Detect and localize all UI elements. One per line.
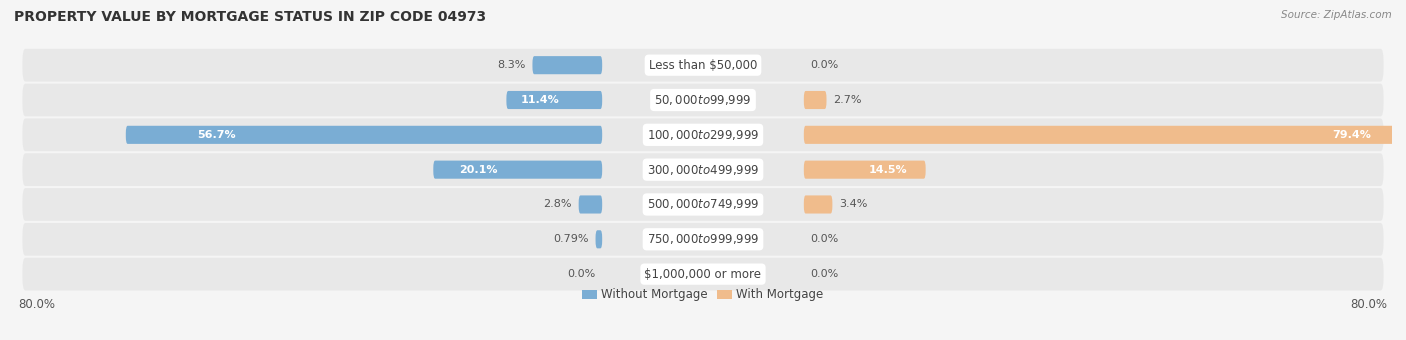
FancyBboxPatch shape bbox=[433, 160, 602, 179]
Text: 8.3%: 8.3% bbox=[498, 60, 526, 70]
FancyBboxPatch shape bbox=[22, 153, 1384, 186]
FancyBboxPatch shape bbox=[804, 195, 832, 214]
Text: $50,000 to $99,999: $50,000 to $99,999 bbox=[654, 93, 752, 107]
FancyBboxPatch shape bbox=[22, 188, 1384, 221]
FancyBboxPatch shape bbox=[596, 230, 602, 248]
FancyBboxPatch shape bbox=[579, 195, 602, 214]
FancyBboxPatch shape bbox=[506, 91, 602, 109]
FancyBboxPatch shape bbox=[22, 118, 1384, 151]
Text: $300,000 to $499,999: $300,000 to $499,999 bbox=[647, 163, 759, 177]
Text: Source: ZipAtlas.com: Source: ZipAtlas.com bbox=[1281, 10, 1392, 20]
Text: 11.4%: 11.4% bbox=[520, 95, 560, 105]
Text: $1,000,000 or more: $1,000,000 or more bbox=[644, 268, 762, 280]
Text: 56.7%: 56.7% bbox=[197, 130, 236, 140]
FancyBboxPatch shape bbox=[22, 49, 1384, 82]
FancyBboxPatch shape bbox=[804, 126, 1406, 144]
Text: PROPERTY VALUE BY MORTGAGE STATUS IN ZIP CODE 04973: PROPERTY VALUE BY MORTGAGE STATUS IN ZIP… bbox=[14, 10, 486, 24]
FancyBboxPatch shape bbox=[22, 258, 1384, 290]
Text: 0.0%: 0.0% bbox=[567, 269, 596, 279]
FancyBboxPatch shape bbox=[22, 223, 1384, 256]
FancyBboxPatch shape bbox=[804, 91, 827, 109]
Text: 2.7%: 2.7% bbox=[834, 95, 862, 105]
FancyBboxPatch shape bbox=[804, 160, 925, 179]
FancyBboxPatch shape bbox=[533, 56, 602, 74]
FancyBboxPatch shape bbox=[22, 84, 1384, 116]
Text: 0.0%: 0.0% bbox=[810, 60, 839, 70]
Text: 3.4%: 3.4% bbox=[839, 200, 868, 209]
Text: Less than $50,000: Less than $50,000 bbox=[648, 59, 758, 72]
Text: $100,000 to $299,999: $100,000 to $299,999 bbox=[647, 128, 759, 142]
Text: 2.8%: 2.8% bbox=[544, 200, 572, 209]
Text: 14.5%: 14.5% bbox=[869, 165, 907, 175]
Text: 0.0%: 0.0% bbox=[810, 234, 839, 244]
FancyBboxPatch shape bbox=[125, 126, 602, 144]
Text: 80.0%: 80.0% bbox=[1351, 298, 1388, 311]
Text: 20.1%: 20.1% bbox=[458, 165, 498, 175]
Text: 80.0%: 80.0% bbox=[18, 298, 55, 311]
Legend: Without Mortgage, With Mortgage: Without Mortgage, With Mortgage bbox=[578, 284, 828, 306]
Text: $750,000 to $999,999: $750,000 to $999,999 bbox=[647, 232, 759, 246]
Text: 0.79%: 0.79% bbox=[554, 234, 589, 244]
Text: 79.4%: 79.4% bbox=[1331, 130, 1371, 140]
Text: 0.0%: 0.0% bbox=[810, 269, 839, 279]
Text: $500,000 to $749,999: $500,000 to $749,999 bbox=[647, 198, 759, 211]
